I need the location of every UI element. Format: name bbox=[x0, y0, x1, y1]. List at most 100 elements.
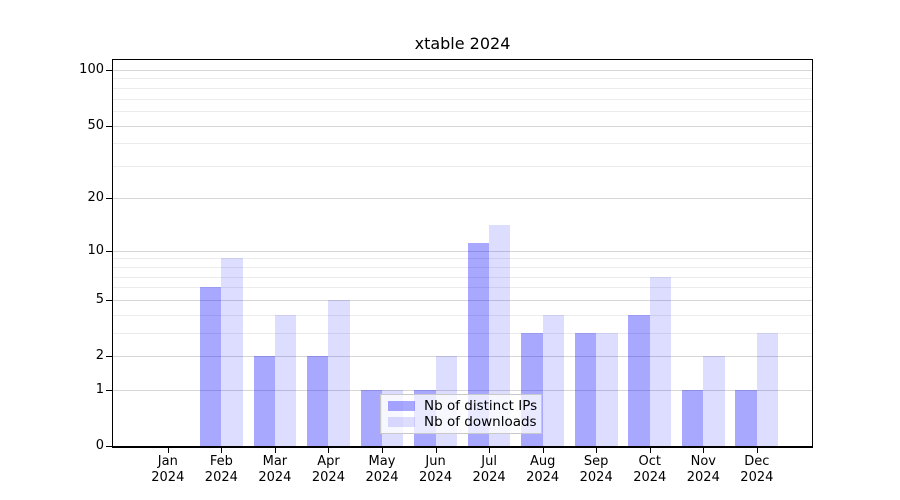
bar-nb-of-distinct-ips-oct bbox=[628, 314, 650, 446]
x-tick-year: 2024 bbox=[258, 470, 292, 485]
x-tick-year: 2024 bbox=[740, 470, 774, 485]
bar-nb-of-downloads-dec bbox=[756, 333, 779, 446]
y-tick-label: 10 bbox=[87, 242, 104, 258]
x-tick-year: 2024 bbox=[151, 470, 185, 485]
legend-row-downloads: Nb of downloads bbox=[388, 414, 537, 430]
gridline-minor bbox=[113, 166, 812, 168]
x-tick-month: Dec bbox=[744, 454, 770, 469]
x-tick-label-jun: Jun 2024 bbox=[396, 454, 476, 486]
gridline-minor bbox=[113, 276, 812, 278]
x-tick-year: 2024 bbox=[204, 470, 238, 485]
x-tick-month: Apr bbox=[317, 454, 340, 469]
y-tick bbox=[106, 125, 112, 127]
x-tick bbox=[542, 448, 544, 453]
bar-nb-of-downloads-aug bbox=[542, 314, 565, 446]
x-tick-month: Jan bbox=[157, 454, 178, 469]
x-tick-month: May bbox=[368, 454, 396, 469]
x-tick bbox=[756, 448, 758, 453]
x-tick bbox=[221, 448, 223, 453]
legend-label-downloads: Nb of downloads bbox=[424, 414, 537, 430]
y-tick-label: 0 bbox=[95, 438, 104, 453]
x-tick-year: 2024 bbox=[419, 470, 453, 485]
bar-nb-of-distinct-ips-apr bbox=[307, 356, 329, 446]
x-tick-label-feb: Feb 2024 bbox=[181, 454, 261, 486]
gridline-minor bbox=[113, 333, 812, 335]
x-tick-label-may: May 2024 bbox=[342, 454, 422, 486]
x-tick-label-nov: Nov 2024 bbox=[663, 454, 743, 486]
y-tick-label: 50 bbox=[87, 117, 104, 133]
x-tick-label-oct: Oct 2024 bbox=[610, 454, 690, 486]
y-tick-label: 1 bbox=[95, 381, 104, 397]
x-tick-month: Nov bbox=[690, 454, 716, 469]
gridline-minor bbox=[113, 266, 812, 268]
gridline-minor bbox=[113, 143, 812, 145]
x-tick-year: 2024 bbox=[526, 470, 560, 485]
x-tick-month: Feb bbox=[209, 454, 233, 469]
bar-nb-of-distinct-ips-feb bbox=[199, 287, 222, 446]
gridline-minor bbox=[113, 87, 812, 89]
legend-label-distinct-ips: Nb of distinct IPs bbox=[424, 398, 538, 414]
x-tick-year: 2024 bbox=[472, 470, 506, 485]
x-tick-month: Aug bbox=[529, 454, 556, 469]
legend-row-distinct-ips: Nb of distinct IPs bbox=[388, 398, 537, 414]
gridline-minor bbox=[113, 98, 812, 100]
bar-nb-of-distinct-ips-mar bbox=[253, 356, 275, 446]
y-tick bbox=[106, 389, 112, 391]
x-tick-month: Jun bbox=[425, 454, 446, 469]
gridline-major bbox=[113, 69, 812, 71]
x-tick bbox=[274, 448, 276, 453]
x-tick-label-apr: Apr 2024 bbox=[288, 454, 368, 486]
gridline-minor bbox=[113, 110, 812, 112]
bar-nb-of-distinct-ips-nov bbox=[681, 389, 704, 446]
x-tick-label-jul: Jul 2024 bbox=[449, 454, 529, 486]
bar-nb-of-downloads-mar bbox=[274, 314, 297, 446]
gridline-minor bbox=[113, 287, 812, 289]
gridline-major bbox=[113, 125, 812, 127]
x-tick bbox=[328, 448, 330, 453]
x-tick-year: 2024 bbox=[633, 470, 667, 485]
bar-nb-of-distinct-ips-sep bbox=[574, 333, 597, 446]
x-tick-label-dec: Dec 2024 bbox=[717, 454, 797, 486]
x-tick bbox=[489, 448, 491, 453]
gridline-major bbox=[113, 250, 812, 252]
gridline-major bbox=[113, 197, 812, 199]
gridline-major bbox=[113, 389, 812, 391]
gridline-minor bbox=[113, 78, 812, 80]
x-tick bbox=[703, 448, 705, 453]
x-tick-month: Jul bbox=[481, 454, 497, 469]
gridline-major bbox=[113, 356, 812, 358]
x-tick bbox=[596, 448, 598, 453]
y-tick-label: 20 bbox=[87, 189, 104, 205]
y-tick-label: 2 bbox=[95, 348, 104, 364]
x-tick-year: 2024 bbox=[311, 470, 345, 485]
gridline-minor bbox=[113, 314, 812, 316]
y-tick bbox=[106, 446, 112, 447]
x-tick-year: 2024 bbox=[686, 470, 720, 485]
legend-swatch-downloads bbox=[388, 417, 415, 427]
x-tick-label-mar: Mar 2024 bbox=[235, 454, 315, 486]
bar-nb-of-downloads-oct bbox=[649, 276, 672, 446]
x-tick bbox=[382, 448, 383, 453]
y-tick-label: 5 bbox=[95, 291, 104, 307]
bar-nb-of-downloads-nov bbox=[703, 356, 725, 446]
x-tick-month: Oct bbox=[638, 454, 661, 469]
bar-nb-of-downloads-apr bbox=[328, 299, 350, 446]
x-tick-month: Mar bbox=[262, 454, 288, 469]
bar-nb-of-downloads-jul bbox=[489, 225, 511, 446]
x-tick bbox=[649, 448, 651, 453]
bar-nb-of-distinct-ips-dec bbox=[735, 389, 757, 446]
x-tick-label-sep: Sep 2024 bbox=[556, 454, 636, 486]
x-tick-year: 2024 bbox=[579, 470, 613, 485]
y-tick bbox=[106, 250, 112, 252]
y-tick bbox=[106, 356, 112, 358]
chart-title: xtable 2024 bbox=[414, 34, 511, 53]
x-tick bbox=[167, 448, 169, 453]
x-tick-year: 2024 bbox=[365, 470, 399, 485]
plot-area: Nb of distinct IPs Nb of downloads bbox=[113, 60, 812, 446]
y-tick bbox=[106, 69, 112, 71]
y-tick bbox=[106, 197, 112, 199]
legend-swatch-distinct-ips bbox=[388, 401, 415, 411]
x-tick bbox=[435, 448, 437, 453]
bar-nb-of-downloads-sep bbox=[596, 333, 618, 446]
